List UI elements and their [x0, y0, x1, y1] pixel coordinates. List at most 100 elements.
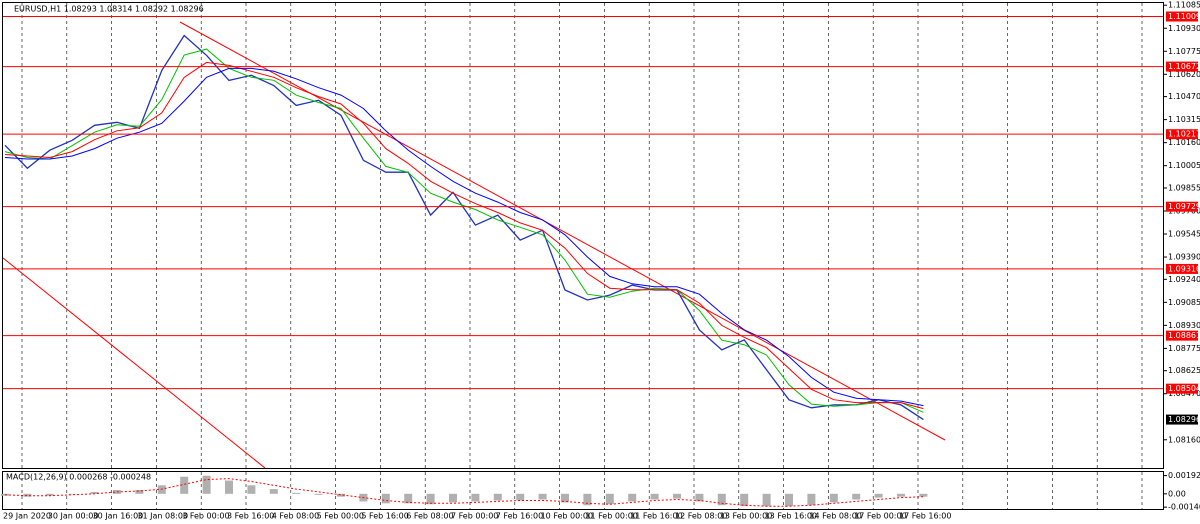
x-tick-label: 30 Jan 00:00 — [48, 512, 99, 521]
x-tick-label: 12 Feb 08:00 — [675, 512, 727, 521]
x-tick-label: 7 Feb 16:00 — [496, 512, 543, 521]
x-tick-label: 3 Feb 00:00 — [182, 512, 229, 521]
x-tick-label: 3 Feb 16:00 — [227, 512, 274, 521]
macd-bar — [202, 475, 211, 494]
macd-bar — [516, 493, 525, 501]
level-label: 1.09729 — [1168, 202, 1200, 211]
x-tick-label: 7 Feb 00:00 — [451, 512, 498, 521]
macd-bar — [605, 493, 614, 505]
x-tick-label: 13 Feb 00:00 — [720, 512, 772, 521]
moving-average — [4, 61, 924, 410]
x-tick-label: 14 Feb 08:00 — [809, 512, 861, 521]
grid — [21, 3, 1143, 509]
macd-bar — [225, 480, 233, 494]
macd-bar — [449, 493, 457, 503]
y-tick-label: 1.08775 — [1168, 344, 1200, 353]
level-label-box — [1166, 61, 1198, 72]
macd-bar — [561, 493, 569, 503]
macd-bar — [23, 493, 32, 497]
x-tick-label: 11 Feb 16:00 — [630, 512, 682, 521]
x-tick-label: 10 Feb 00:00 — [541, 512, 593, 521]
macd-bar — [45, 493, 54, 496]
level-label-box — [1166, 263, 1198, 274]
x-tick-label: 30 Jan 16:00 — [93, 512, 144, 521]
macd-bar — [829, 493, 838, 503]
macd-bar — [538, 493, 547, 500]
macd-bar — [807, 493, 816, 506]
y-tick-label: 1.08160 — [1168, 435, 1200, 444]
macd-bar — [381, 493, 390, 504]
macd-bar — [628, 493, 637, 502]
level-label-box — [1166, 129, 1198, 140]
moving-average — [4, 67, 924, 407]
y-tick-label: 1.09855 — [1168, 183, 1200, 192]
x-tick-label: 29 Jan 2020 — [3, 512, 51, 521]
y-tick-label: 1.10930 — [1168, 24, 1200, 33]
macd-panel — [2, 471, 1164, 510]
level-label: 1.11009 — [1168, 12, 1200, 21]
y-tick-label: 1.09545 — [1168, 230, 1200, 239]
level-label: 1.08504 — [1168, 384, 1200, 393]
macd-bar — [717, 493, 726, 506]
current-price-box — [1166, 414, 1198, 425]
macd-bar — [68, 493, 77, 495]
level-label: 1.10217 — [1168, 130, 1200, 139]
x-tick-label: 17 Feb 16:00 — [899, 512, 951, 521]
level-label: 1.10672 — [1168, 62, 1200, 71]
level-label-box — [1166, 201, 1198, 212]
macd-bar — [785, 493, 793, 507]
trend-line — [2, 257, 266, 469]
level-label-box — [1166, 383, 1198, 394]
macd-bar — [404, 493, 413, 504]
macd-bar — [650, 493, 659, 500]
price-panel — [2, 2, 1164, 469]
macd-bar — [919, 493, 928, 497]
macd-bar — [247, 485, 256, 494]
macd-bar — [135, 490, 144, 494]
y-tick-label: 1.08930 — [1168, 321, 1200, 330]
macd-bar — [673, 493, 681, 499]
y-tick-label: 0.00 — [1168, 489, 1186, 498]
y-tick-label: -0.001405 — [1168, 503, 1200, 512]
y-tick-label: 1.10775 — [1168, 47, 1200, 56]
x-tick-label: 13 Feb 16:00 — [765, 512, 817, 521]
x-tick-label: 6 Feb 08:00 — [406, 512, 453, 521]
y-tick-label: 1.09390 — [1168, 253, 1200, 262]
macd-bar — [874, 493, 883, 498]
macd-bar — [269, 489, 278, 494]
y-tick-label: 1.08625 — [1168, 366, 1200, 375]
x-tick-label: 11 Feb 00:00 — [585, 512, 637, 521]
macd-bar — [337, 493, 345, 497]
y-tick-label: 1.10160 — [1168, 138, 1200, 147]
macd-bar — [897, 493, 905, 497]
y-tick-label: 1.10470 — [1168, 92, 1200, 101]
x-tick-label: 5 Feb 00:00 — [317, 512, 364, 521]
y-tick-label: 1.09240 — [1168, 275, 1200, 284]
macd-bar — [762, 493, 771, 507]
macd-bar — [90, 491, 99, 494]
macd-signal — [4, 478, 924, 507]
macd-bar — [583, 493, 592, 506]
macd-bar — [695, 493, 704, 502]
macd-bar — [740, 493, 749, 507]
price-title: EURUSD,H1 1.08293 1.08314 1.08292 1.0829… — [14, 5, 204, 14]
macd-title: MACD(12,26,9) 0.000268 -0.000248 — [6, 473, 151, 482]
macd-bar — [493, 493, 502, 501]
macd-bar — [314, 493, 323, 495]
x-tick-label: 31 Jan 08:00 — [137, 512, 188, 521]
moving-average — [4, 48, 924, 413]
macd-bar — [426, 493, 435, 505]
y-tick-label: 1.08470 — [1168, 389, 1200, 398]
x-tick-label: 17 Feb 00:00 — [854, 512, 906, 521]
y-tick-label: 1.09085 — [1168, 298, 1200, 307]
macd-bar — [180, 476, 189, 494]
y-tick-label: 1.10620 — [1168, 70, 1200, 79]
level-label-box — [1166, 330, 1198, 341]
y-tick-label: 1.10005 — [1168, 161, 1200, 170]
x-tick-label: 4 Feb 08:00 — [272, 512, 319, 521]
macd-bar — [852, 493, 861, 500]
y-tick-label: 0.001921 — [1168, 471, 1200, 480]
y-tick-label: 1.11085 — [1168, 1, 1200, 10]
